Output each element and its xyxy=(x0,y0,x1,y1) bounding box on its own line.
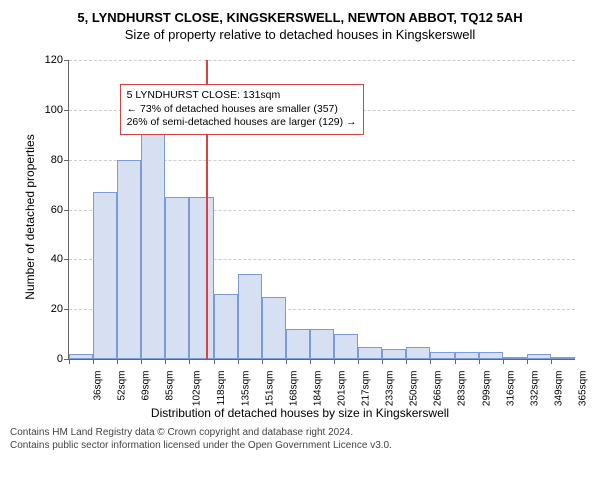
ytick-label: 0 xyxy=(57,353,69,365)
xtick-label: 151sqm xyxy=(260,371,275,407)
xtick-label: 217sqm xyxy=(356,371,371,407)
histogram-bar xyxy=(406,347,430,359)
histogram-bar xyxy=(455,352,479,359)
xtick-label: 299sqm xyxy=(477,371,492,407)
xtick-label: 266sqm xyxy=(429,371,444,407)
xtick-mark xyxy=(479,359,480,364)
xtick-mark xyxy=(430,359,431,364)
xtick-label: 36sqm xyxy=(89,371,104,401)
xtick-label: 118sqm xyxy=(211,371,226,406)
xtick-mark xyxy=(358,359,359,364)
gridline xyxy=(69,60,575,61)
ytick-label: 80 xyxy=(51,154,69,166)
ytick-label: 40 xyxy=(51,253,69,265)
plot-area: 02040608010012036sqm52sqm69sqm85sqm102sq… xyxy=(68,60,575,360)
histogram-bar xyxy=(334,334,358,359)
address-title: 5, LYNDHURST CLOSE, KINGSKERSWELL, NEWTO… xyxy=(10,10,590,25)
xtick-mark xyxy=(214,359,215,364)
xtick-mark xyxy=(286,359,287,364)
histogram-bar xyxy=(238,274,262,359)
chart-container: Number of detached properties 0204060801… xyxy=(10,50,590,420)
xtick-label: 102sqm xyxy=(188,371,203,407)
xtick-label: 184sqm xyxy=(308,371,323,407)
xtick-label: 201sqm xyxy=(332,371,347,407)
xtick-label: 316sqm xyxy=(501,371,516,407)
xtick-mark xyxy=(334,359,335,364)
ytick-label: 60 xyxy=(51,204,69,216)
xtick-label: 283sqm xyxy=(453,371,468,407)
chart-subtitle: Size of property relative to detached ho… xyxy=(10,27,590,42)
histogram-bar xyxy=(358,347,382,359)
annotation-box: 5 LYNDHURST CLOSE: 131sqm← 73% of detach… xyxy=(120,84,364,135)
xtick-mark xyxy=(165,359,166,364)
ytick-label: 120 xyxy=(45,54,69,66)
xtick-label: 365sqm xyxy=(573,371,588,407)
xtick-label: 349sqm xyxy=(549,371,564,407)
xtick-mark xyxy=(406,359,407,364)
histogram-bar xyxy=(479,352,503,359)
xtick-mark xyxy=(238,359,239,364)
xtick-label: 135sqm xyxy=(236,371,251,407)
histogram-bar xyxy=(262,297,286,359)
annotation-line: 5 LYNDHURST CLOSE: 131sqm xyxy=(127,89,357,103)
xtick-mark xyxy=(262,359,263,364)
histogram-bar xyxy=(93,192,117,359)
footer-text: Contains HM Land Registry data © Crown c… xyxy=(10,426,590,452)
histogram-bar xyxy=(189,197,213,359)
xtick-mark xyxy=(93,359,94,364)
xtick-label: 250sqm xyxy=(405,371,420,407)
histogram-bar xyxy=(503,357,527,359)
histogram-bar xyxy=(141,117,165,359)
xtick-mark xyxy=(551,359,552,364)
xtick-mark xyxy=(455,359,456,364)
histogram-bar xyxy=(527,354,551,359)
histogram-bar xyxy=(382,349,406,359)
xtick-mark xyxy=(527,359,528,364)
xtick-label: 233sqm xyxy=(380,371,395,407)
histogram-bar xyxy=(286,329,310,359)
annotation-line: 26% of semi-detached houses are larger (… xyxy=(127,116,357,130)
annotation-line: ← 73% of detached houses are smaller (35… xyxy=(127,103,357,117)
xtick-mark xyxy=(382,359,383,364)
xtick-mark xyxy=(141,359,142,364)
histogram-bar xyxy=(117,160,141,359)
xtick-label: 168sqm xyxy=(284,371,299,407)
xtick-mark xyxy=(310,359,311,364)
ytick-label: 20 xyxy=(51,303,69,315)
xtick-mark xyxy=(117,359,118,364)
histogram-bar xyxy=(214,294,238,359)
xtick-mark xyxy=(69,359,70,364)
x-axis-label: Distribution of detached houses by size … xyxy=(10,406,590,420)
histogram-bar xyxy=(430,352,454,359)
footer-line2: Contains public sector information licen… xyxy=(10,439,590,452)
histogram-bar xyxy=(69,354,93,359)
y-axis-label: Number of detached properties xyxy=(23,67,37,367)
xtick-mark xyxy=(189,359,190,364)
histogram-bar xyxy=(310,329,334,359)
ytick-label: 100 xyxy=(45,104,69,116)
xtick-label: 85sqm xyxy=(161,371,176,401)
histogram-bar xyxy=(551,357,575,359)
xtick-label: 332sqm xyxy=(525,371,540,407)
xtick-mark xyxy=(503,359,504,364)
xtick-label: 69sqm xyxy=(137,371,152,401)
histogram-bar xyxy=(165,197,189,359)
footer-line1: Contains HM Land Registry data © Crown c… xyxy=(10,426,590,439)
xtick-label: 52sqm xyxy=(113,371,128,401)
